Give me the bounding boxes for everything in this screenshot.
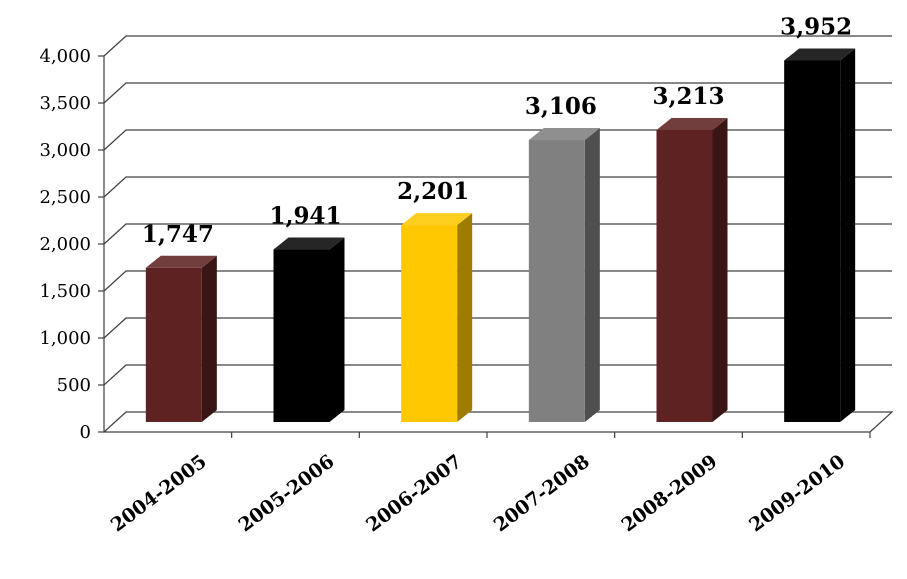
x-axis-ticks: 2004-2005 2005-2006 2006-2007 2007-2008 2008… [107,450,849,536]
gridline [103,223,892,245]
bar-top [273,237,345,250]
bar-front [528,140,585,422]
data-labels: 1,747 1,941 2,201 3,106 3,213 3,952 [142,14,852,248]
y-tick-label: 2,000 [39,234,91,255]
gridline [103,364,892,386]
y-tick-label: 3,500 [39,93,91,114]
bar-side [584,128,600,422]
y-tick-label: 1,000 [39,328,91,349]
bar-side [840,48,856,423]
bar [401,213,473,422]
gridline [103,129,892,151]
data-label: 2,201 [397,178,469,205]
bar-side [457,213,473,422]
y-axis-ticks: 0 500 1,000 1,500 2,000 2,500 3,000 3,500 4,000 [39,46,91,443]
bar-front [656,129,713,422]
bar-front [401,225,458,422]
bar-side [329,237,345,422]
y-tick-label: 500 [57,375,91,396]
bars [145,48,856,423]
x-tick-label: 2005-2006 [234,450,338,536]
bar-front [273,249,330,422]
axes [98,55,894,438]
floor [103,411,894,433]
gridline [103,176,892,198]
bar-top [656,117,728,130]
y-tick-label: 4,000 [39,46,91,67]
x-tick-label: 2004-2005 [107,450,211,536]
bar-side [201,255,217,422]
gridlines [103,35,892,386]
data-label: 3,106 [525,93,597,120]
x-tick-label: 2006-2007 [362,450,466,536]
data-label: 1,941 [269,203,341,230]
bar [145,255,217,422]
bar-top [528,128,600,141]
bar-top [145,255,217,268]
data-label: 1,747 [142,221,214,248]
x-tick-label: 2007-2008 [490,450,594,536]
x-tick-label: 2009-2010 [745,450,849,536]
bar-top [784,48,856,61]
bar [528,128,600,422]
data-label: 3,952 [780,14,852,41]
bar [784,48,856,423]
bar-top [401,213,473,226]
bar [656,117,728,422]
bar-side [712,117,728,422]
gridline [103,82,892,104]
y-tick-label: 1,500 [39,281,91,302]
gridline [103,35,892,57]
x-tick-label: 2008-2009 [617,450,721,536]
bar [273,237,345,422]
y-tick-label: 0 [80,422,91,443]
bar-front [784,60,841,423]
y-tick-label: 3,000 [39,140,91,161]
bar-front [145,267,202,422]
data-label: 3,213 [652,83,724,110]
gridline [103,270,892,292]
y-tick-label: 2,500 [39,187,91,208]
gridline [103,317,892,339]
